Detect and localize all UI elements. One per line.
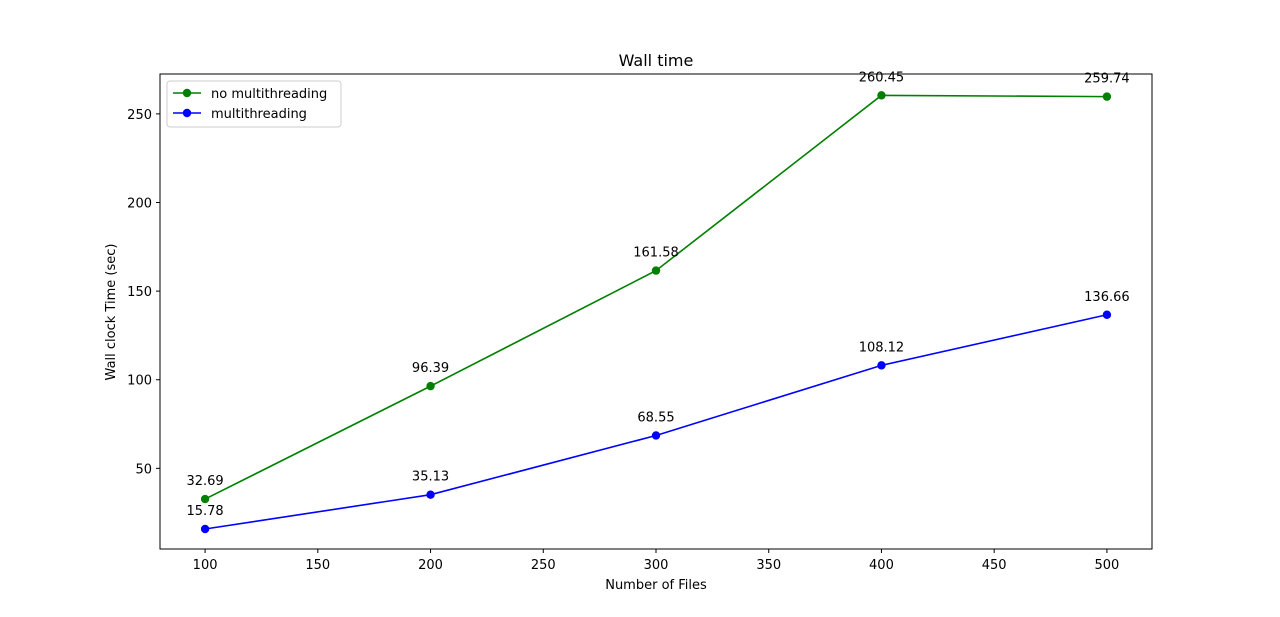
data-label: 161.58 [633, 246, 679, 261]
legend-label: multithreading [211, 107, 307, 122]
plot-frame [159, 73, 1153, 550]
data-label: 259.74 [1084, 72, 1130, 87]
x-tick-label: 200 [418, 558, 443, 573]
x-tick-label: 250 [531, 558, 556, 573]
data-label: 136.66 [1084, 290, 1130, 305]
x-tick-label: 100 [193, 558, 218, 573]
data-point [1102, 310, 1112, 319]
chart-title: Wall time [619, 51, 694, 70]
y-tick-label: 150 [127, 285, 152, 300]
data-label: 68.55 [637, 410, 674, 425]
series-1: 32.69 96.39 161.58 260.45 259.74 [186, 70, 1130, 504]
data-label: 32.69 [186, 474, 223, 489]
x-tick-label: 500 [1094, 558, 1119, 573]
x-tick-label: 350 [756, 558, 781, 573]
y-tick-label: 50 [135, 462, 152, 477]
x-tick-label: 450 [982, 558, 1007, 573]
x-tick-label: 150 [305, 558, 330, 573]
data-point [200, 524, 210, 534]
legend: no multithreading multithreading [166, 80, 342, 128]
data-point [1102, 92, 1112, 101]
y-tick-label: 100 [127, 374, 152, 389]
data-point [426, 381, 435, 391]
data-label: 96.39 [412, 361, 449, 376]
legend-marker [182, 108, 192, 118]
x-axis-label: Number of Files [605, 578, 707, 593]
legend-label: no multithreading [211, 87, 327, 102]
data-label: 108.12 [859, 340, 905, 355]
data-point [426, 490, 435, 499]
data-label: 35.13 [412, 470, 449, 485]
data-point [200, 494, 210, 504]
series-2: 15.78 35.13 68.55 108.12 136.66 [186, 290, 1130, 534]
y-tick-label: 200 [127, 196, 152, 211]
data-point [651, 266, 661, 275]
data-label: 260.45 [859, 70, 905, 85]
y-axis-label: Wall clock Time (sec) [104, 244, 119, 381]
x-tick-label: 400 [869, 558, 894, 573]
x-tick-label: 300 [644, 558, 669, 573]
legend-item: no multithreading [173, 87, 327, 102]
data-point [651, 431, 661, 440]
data-point [877, 91, 886, 100]
data-point [877, 361, 886, 370]
data-label: 15.78 [186, 504, 223, 519]
plot-content: 100 150 200 250 300 350 400 450 500 50 100 150 200 25… [127, 70, 1129, 573]
y-tick-label: 250 [127, 108, 152, 123]
legend-item: multithreading [173, 107, 307, 122]
legend-marker [182, 88, 192, 98]
legend-box [166, 80, 342, 128]
